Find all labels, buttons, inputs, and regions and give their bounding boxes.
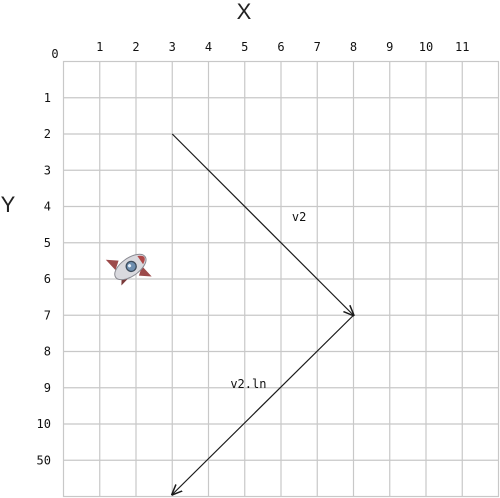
y-tick-label: 3: [44, 163, 51, 177]
y-tick-label: 2: [44, 127, 51, 141]
x-tick-label: 2: [132, 40, 139, 54]
vector-arrow: [171, 133, 353, 315]
x-tick-label: 5: [241, 40, 248, 54]
y-tick-labels: 1 2 3 4 5 6 7 8 9 10 50: [37, 91, 51, 468]
x-tick-label: 11: [455, 40, 469, 54]
y-tick-label: 4: [44, 200, 51, 214]
vector-arrow: [172, 314, 354, 494]
x-tick-label: 3: [169, 40, 176, 54]
y-tick-label: 10: [37, 417, 51, 431]
vector-label: v2: [292, 210, 306, 224]
y-tick-label: 9: [44, 381, 51, 395]
x-tick-label: 8: [350, 40, 357, 54]
x-tick-labels: 1 2 3 4 5 6 7 8 9 10 11: [96, 40, 469, 54]
y-tick-label: 1: [44, 91, 51, 105]
x-tick-label: 1: [96, 40, 103, 54]
origin-label: 0: [51, 47, 58, 61]
x-tick-label: 4: [205, 40, 212, 54]
x-tick-label: 10: [419, 40, 433, 54]
x-tick-label: 7: [314, 40, 321, 54]
x-tick-label: 6: [277, 40, 284, 54]
y-tick-label: 6: [44, 272, 51, 286]
vectors: v2 v2.ln: [171, 133, 354, 495]
rocket-icon[interactable]: [104, 240, 156, 293]
vector-label: v2.ln: [230, 377, 266, 391]
grid-frame: [62, 60, 500, 498]
y-tick-label: 8: [44, 345, 51, 359]
grid: [63, 61, 499, 497]
y-tick-label: 7: [44, 308, 51, 322]
y-tick-label: 50: [37, 453, 51, 467]
x-tick-label: 9: [386, 40, 393, 54]
y-axis-title: Y: [1, 192, 16, 217]
x-axis-title: X: [237, 0, 252, 24]
y-tick-label: 5: [44, 236, 51, 250]
